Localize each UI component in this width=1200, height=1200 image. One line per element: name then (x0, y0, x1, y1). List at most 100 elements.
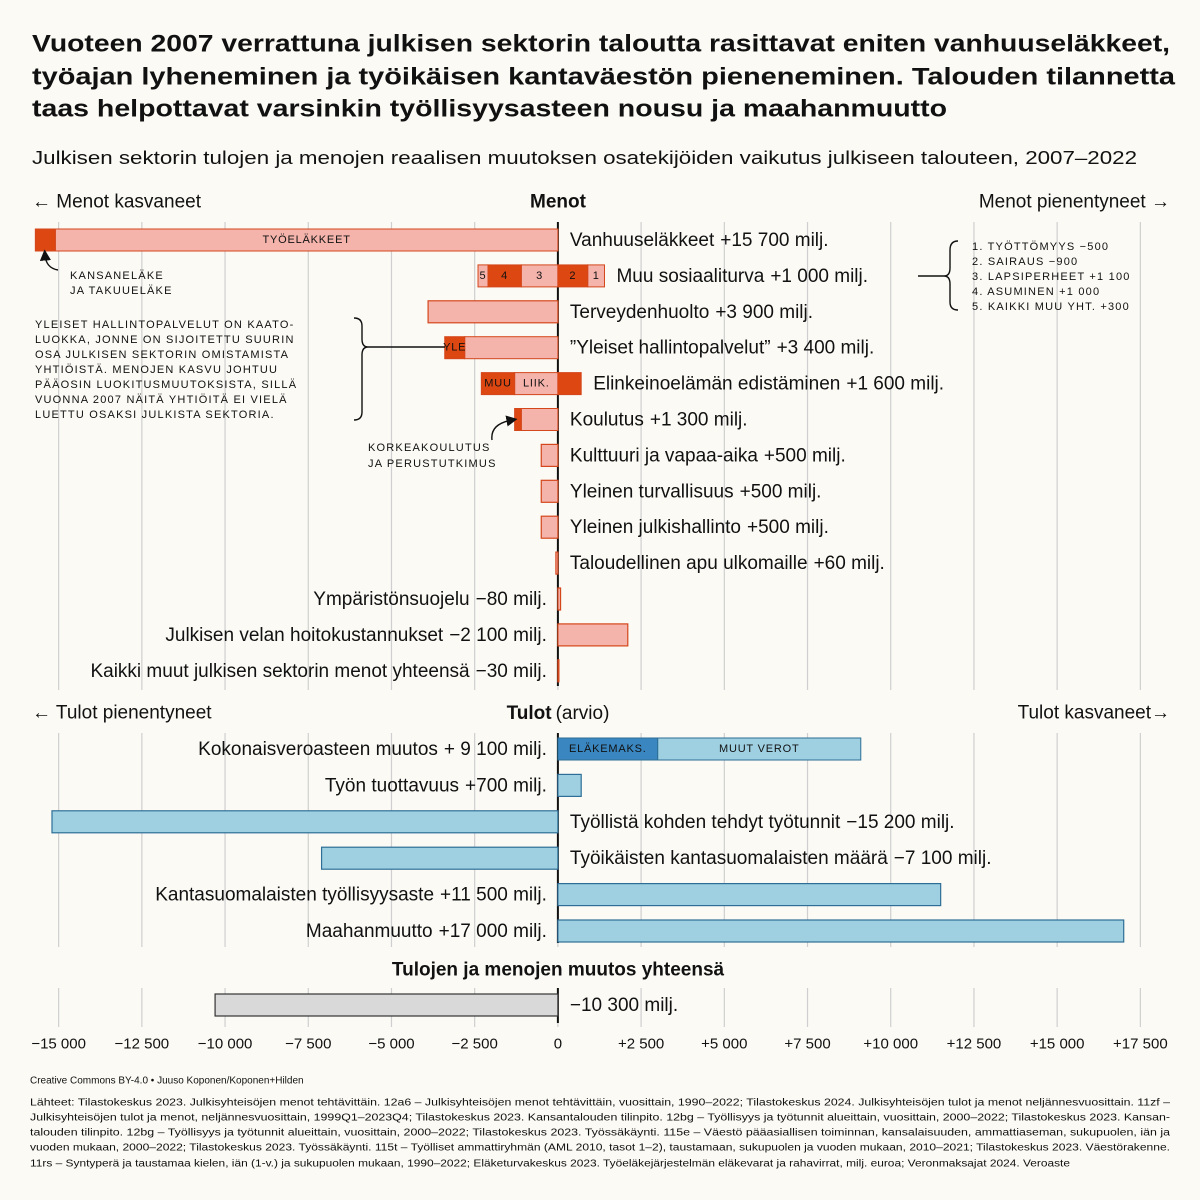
x-tick-label: +7 500 (784, 1036, 830, 1053)
x-tick-label: 0 (554, 1036, 562, 1053)
annotation: YLEISET HALLINTOPALVELUT ON KAATO- (35, 319, 294, 331)
left-label: ← Menot kasvaneet (32, 192, 202, 213)
annotation: YHTIÖISTÄ. MENOJEN KASVU JOHTUU (35, 364, 278, 376)
bar (557, 773, 582, 798)
category-label: Maahanmuutto (306, 921, 433, 942)
category-label: Kaikki muut julkisen sektorin menot yhte… (90, 660, 470, 681)
annotation: LUOKKA, JONNE ON SIJOITETTU SUURIN (35, 334, 295, 346)
row-label: Kantasuomalaisten työllisyysaste +11 500 … (155, 884, 547, 905)
bar (540, 479, 559, 503)
bar-segment (520, 408, 559, 431)
category-label: Ympäristönsuojelu (313, 589, 469, 610)
value-label: −30 milj. (476, 660, 547, 681)
value-label: −80 milj. (476, 589, 547, 610)
bars: TYÖELÄKKEET Vanhuuseläkkeet +15 700 milj. 3… (34, 228, 1125, 1017)
row-label: Maahanmuutto +17 000 milj. (306, 921, 547, 942)
bar-segment (657, 737, 862, 761)
row-label: Taloudellinen apu ulkomaille +60 milj. (570, 553, 885, 574)
value-label: −15 200 milj. (846, 811, 954, 832)
category-label: Kulttuuri ja vapaa-aika (570, 445, 758, 466)
row-label: Elinkeinoelämän edistäminen +1 600 milj. (593, 373, 944, 394)
x-tick-label: −2 500 (452, 1036, 498, 1053)
segment-label: MUUT VEROT (719, 743, 800, 755)
annotation: 2. SAIRAUS −900 (972, 256, 1078, 268)
annotation: 3. LAPSIPERHEET +1 100 (972, 271, 1131, 283)
annotation: 4. ASUMINEN +1 000 (972, 286, 1100, 298)
row-label: Muu sosiaaliturva +1 000 milj. (616, 265, 868, 286)
value-label: + 9 100 milj. (444, 739, 547, 760)
panel-title: Tulojen ja menojen muutos yhteensä (392, 960, 725, 981)
category-label: ”Yleiset hallintopalvelut” (570, 337, 771, 358)
right-label: Menot pienentyneet → (979, 192, 1170, 213)
value-label: +60 milj. (814, 553, 885, 574)
left-label: ← Tulot pienentyneet (32, 703, 212, 724)
annotation: 5. KAIKKI MUU YHT. +300 (972, 301, 1130, 313)
row-label: Työikäisten kantasuomalaisten määrä −7 10… (570, 848, 992, 869)
category-label: Vanhuuseläkkeet (570, 230, 715, 251)
row-label: Työn tuottavuus +700 milj. (325, 775, 547, 796)
annotation: 1. TYÖTTÖMYYS −500 (972, 241, 1109, 253)
bar-segment (514, 408, 522, 431)
x-tick-label: −15 000 (31, 1036, 86, 1053)
value-label: +1 000 milj. (770, 265, 868, 286)
x-axis: −15 000 −12 500 −10 000 −7 500 −5 000 −2 500 0… (31, 1036, 1167, 1053)
bar (540, 515, 559, 539)
category-label: Terveydenhuolto (570, 301, 709, 322)
row-label: Yleinen julkishallinto +500 milj. (570, 517, 829, 538)
annotation: VUONNA 2007 NÄITÄ YHTIÖITÄ EI VIELÄ (35, 394, 288, 406)
value-label: +3 400 milj. (777, 337, 875, 358)
row-label: Kaikki muut julkisen sektorin menot yhte… (90, 660, 546, 681)
x-tick-label: −7 500 (285, 1036, 331, 1053)
bracket (918, 240, 959, 311)
category-label: Kokonaisveroasteen muutos (198, 739, 438, 760)
value-label: −7 100 milj. (894, 848, 992, 869)
value-label: +1 300 milj. (650, 409, 748, 430)
annotation: OSA JULKISEN SEKTORIN OMISTAMISTA (35, 349, 289, 361)
value-label: +15 700 milj. (720, 230, 828, 251)
x-tick-label: +5 000 (701, 1036, 747, 1053)
segment-label: 1 (593, 270, 600, 282)
title-line: Vuoteen 2007 verrattuna julkisen sektori… (32, 31, 1170, 58)
annotation: KORKEAKOULUTUS (368, 442, 491, 454)
arrow (39, 249, 59, 271)
row-label: Yleinen turvallisuus +500 milj. (570, 481, 822, 502)
segment-label: 3 (536, 270, 543, 282)
bar (557, 623, 629, 647)
source-line: 11rs – Syntyperä ja taustamaa kielen, iä… (30, 1159, 1071, 1170)
panel-title-main: Tulot (507, 703, 553, 724)
bar (557, 659, 560, 683)
segment-label: TYÖELÄKKEET (262, 234, 350, 246)
row-label: Vanhuuseläkkeet +15 700 milj. (570, 230, 829, 251)
bar-segment (557, 372, 582, 396)
bracket (353, 317, 445, 421)
value-label: +500 milj. (740, 481, 822, 502)
category-label: Muu sosiaaliturva (616, 265, 764, 286)
x-tick-label: +12 500 (947, 1036, 1002, 1053)
category-label: Kantasuomalaisten työllisyysaste (155, 884, 434, 905)
value-label: +3 900 milj. (715, 301, 813, 322)
bar (540, 443, 559, 467)
annotation: KANSANELÄKE (70, 270, 164, 282)
annotation: JA PERUSTUTKIMUS (368, 458, 497, 470)
title-line: työajan lyheneminen ja työikäisen kantav… (32, 64, 1176, 91)
bar (51, 810, 559, 834)
bar (427, 300, 559, 324)
category-label: Taloudellinen apu ulkomaille (570, 553, 808, 574)
category-label: Työikäisten kantasuomalaisten määrä (570, 848, 888, 869)
bar-segment (464, 336, 559, 360)
title-line: taas helpottavat varsinkin työllisyysast… (32, 96, 947, 123)
segment-label: 5 (480, 270, 487, 282)
segment-label: 4 (501, 270, 508, 282)
value-label: +700 milj. (465, 775, 547, 796)
row-label: Kokonaisveroasteen muutos + 9 100 milj. (198, 739, 547, 760)
row-label: Työllistä kohden tehdyt työtunnit −15 200… (570, 811, 955, 832)
bar (557, 919, 1125, 943)
segment-label: MUU (484, 378, 511, 390)
row-label: Ympäristönsuojelu −80 milj. (313, 589, 547, 610)
row-label: Koulutus +1 300 milj. (570, 409, 748, 430)
x-tick-label: −12 500 (115, 1036, 170, 1053)
panel-title: Menot (530, 192, 587, 213)
x-tick-label: +15 000 (1030, 1036, 1085, 1053)
license: Creative Commons BY-4.0 • Juuso Koponen/… (30, 1076, 304, 1087)
bar-segment (477, 264, 489, 288)
